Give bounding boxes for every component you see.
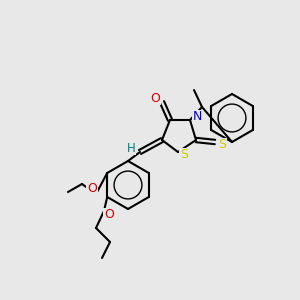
Text: O: O	[87, 182, 97, 196]
Text: H: H	[127, 142, 135, 154]
Text: S: S	[218, 139, 226, 152]
Text: N: N	[192, 110, 202, 124]
Text: S: S	[180, 148, 188, 161]
Text: O: O	[104, 208, 114, 221]
Text: O: O	[150, 92, 160, 104]
